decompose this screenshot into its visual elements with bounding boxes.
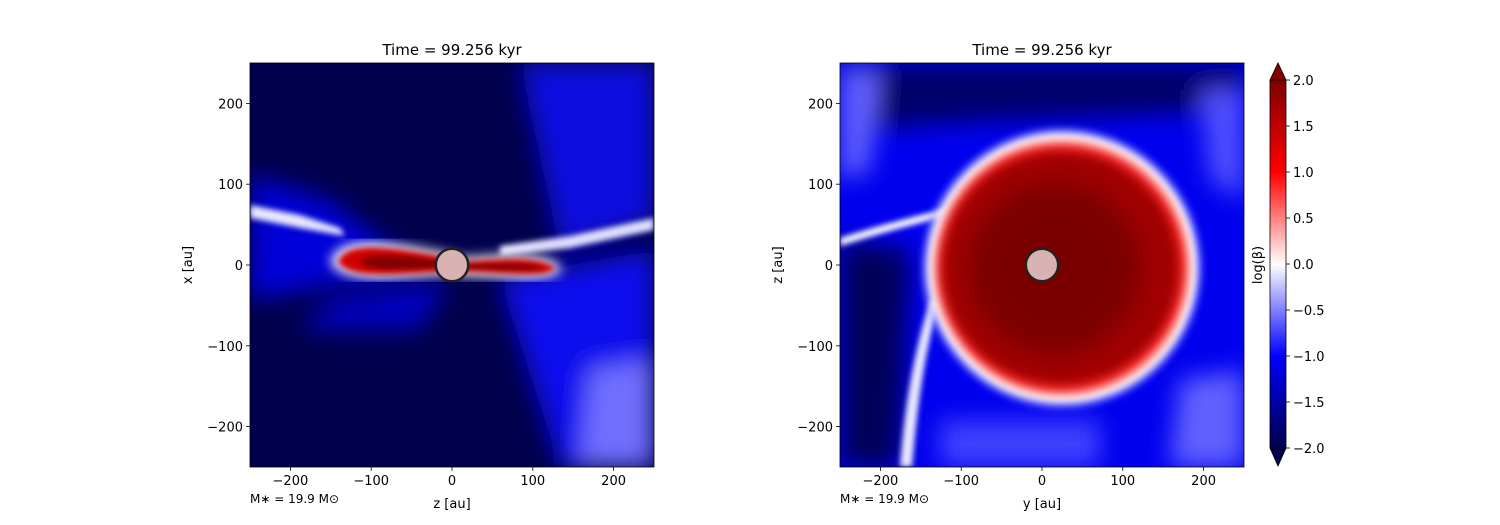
- colorbar-tick-label: −2.0: [1293, 442, 1325, 457]
- colorbar-tick-label: 0.0: [1293, 258, 1314, 273]
- title-left: Time = 99.256 kyr: [381, 41, 522, 59]
- sink-particle-left: [434, 247, 470, 283]
- ytick-label: −100: [207, 340, 243, 355]
- ytick-label: −200: [797, 421, 833, 436]
- sink-particle-right: [1024, 247, 1060, 283]
- colorbar-tick-label: −1.5: [1293, 396, 1325, 411]
- ytick-label: 0: [235, 259, 243, 274]
- xtick-label: 0: [448, 474, 456, 489]
- colorbar-tick-label: −1.0: [1293, 350, 1325, 365]
- ytick-label: 100: [808, 178, 833, 193]
- xtick-label: −100: [943, 474, 979, 489]
- colorbar-tick-label: 0.5: [1293, 212, 1314, 227]
- xtick-label: 100: [520, 474, 545, 489]
- colorbar-body: [1269, 79, 1287, 449]
- xtick-label: 100: [1110, 474, 1135, 489]
- colorbar-tick-label: 2.0: [1293, 74, 1314, 89]
- colorbar-tick-label: 1.0: [1293, 166, 1314, 181]
- ytick-label: −200: [207, 421, 243, 436]
- panel-left: −200 −100 0 100 200 −200 −100 0 100 200 Time = 99…: [181, 41, 655, 512]
- xtick-label: 200: [1191, 474, 1216, 489]
- colorbar-ticks: −2.0 −1.5 −1.0 −0.5 0.0 0.5 1.0 1.5 2.0: [1286, 74, 1325, 457]
- ytick-label: 0: [825, 259, 833, 274]
- colorbar-tick-label: −0.5: [1293, 304, 1325, 319]
- colorbar-extend-top: [1269, 62, 1287, 81]
- title-right: Time = 99.256 kyr: [971, 41, 1112, 59]
- xtick-label: −100: [353, 474, 389, 489]
- xlabel-right: y [au]: [1023, 497, 1061, 512]
- colorbar-tick-label: 1.5: [1293, 120, 1314, 135]
- xtick-label: −200: [273, 474, 309, 489]
- ytick-label: 200: [218, 97, 243, 112]
- panel-right: −200 −100 0 100 200 −200 −100 0 100 200 Time = 99…: [771, 41, 1245, 512]
- ytick-label: 200: [808, 97, 833, 112]
- colorbar: −2.0 −1.5 −1.0 −0.5 0.0 0.5 1.0 1.5 2.0 log(β): [1251, 62, 1325, 467]
- xtick-label: −200: [863, 474, 899, 489]
- xtick-label: 0: [1038, 474, 1046, 489]
- ticks-left: −200 −100 0 100 200 −200 −100 0 100 200: [207, 97, 626, 489]
- ticks-right: −200 −100 0 100 200 −200 −100 0 100 200: [797, 97, 1216, 489]
- mass-annotation-left: M∗ = 19.9 M⊙: [250, 492, 339, 506]
- mass-annotation-right: M∗ = 19.9 M⊙: [840, 492, 929, 506]
- ylabel-left: x [au]: [181, 246, 196, 284]
- xtick-label: 200: [601, 474, 626, 489]
- ytick-label: 100: [218, 178, 243, 193]
- ylabel-right: z [au]: [771, 246, 786, 283]
- colorbar-extend-bottom: [1269, 447, 1287, 467]
- xlabel-left: z [au]: [433, 497, 470, 512]
- colorbar-label: log(β): [1251, 246, 1266, 284]
- heatmap-right: [840, 63, 1244, 467]
- ytick-label: −100: [797, 340, 833, 355]
